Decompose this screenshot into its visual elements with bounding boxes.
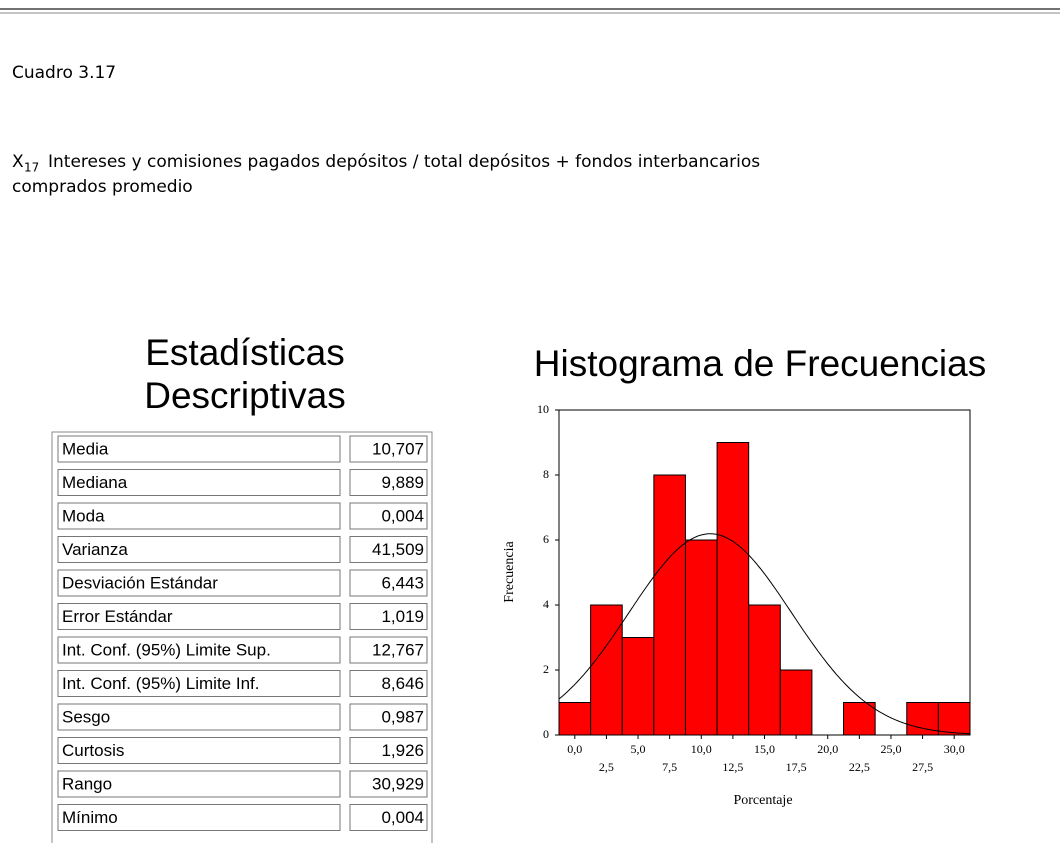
stat-label: Int. Conf. (95%) Limite Sup. — [62, 640, 271, 659]
bar — [843, 702, 876, 736]
value-cell — [349, 770, 428, 798]
bar — [716, 442, 750, 736]
label-cell — [57, 469, 341, 496]
stat-value: 41,509 — [372, 540, 424, 559]
table-frame — [51, 431, 433, 848]
x-tick-label: 5,0 — [631, 742, 646, 756]
value-cell — [349, 603, 428, 630]
variable-sub: 17 — [24, 161, 39, 175]
y-tick-label: 2 — [543, 662, 549, 676]
label-cell — [57, 804, 341, 831]
stat-value: 10,707 — [372, 439, 424, 458]
value-cell — [349, 569, 428, 597]
value-cell — [349, 737, 428, 764]
value-cell — [349, 536, 428, 563]
stat-label: Curtosis — [62, 741, 124, 760]
stat-label: Int. Conf. (95%) Limite Inf. — [62, 674, 259, 693]
bar — [684, 539, 718, 736]
stat-value: 6,443 — [381, 573, 424, 592]
table-title: Descriptivas — [144, 375, 346, 416]
label-cell — [57, 670, 341, 697]
x-tick-label: 12,5 — [722, 760, 743, 774]
value-cell — [349, 703, 428, 731]
label-cell — [57, 770, 341, 798]
label-cell — [57, 636, 341, 664]
x-tick-label: 30,0 — [944, 742, 965, 756]
stat-value: 0,004 — [381, 808, 424, 827]
x-tick-label: 27,5 — [912, 760, 933, 774]
stat-label: Desviación Estándar — [62, 573, 218, 592]
value-cell — [349, 469, 428, 496]
x-tick-label: 0,0 — [567, 742, 582, 756]
stat-value: 0,004 — [381, 506, 424, 525]
label-cell — [57, 569, 341, 597]
value-cell — [349, 670, 428, 697]
variable: X — [12, 152, 24, 172]
description: Intereses y comisiones pagados depósitos… — [48, 152, 760, 172]
x-tick-label: 20,0 — [817, 742, 838, 756]
x-axis-label: Porcentaje — [733, 793, 792, 808]
label-cell — [57, 737, 341, 764]
x-tick-label: 17,5 — [786, 760, 807, 774]
bar — [590, 604, 623, 736]
bar — [653, 474, 686, 736]
y-tick-label: 10 — [537, 402, 549, 416]
bar — [748, 604, 781, 736]
x-tick-label: 2,5 — [599, 760, 614, 774]
x-tick-label: 22,5 — [849, 760, 870, 774]
x-tick-label: 15,0 — [754, 742, 775, 756]
normal-curve — [558, 533, 971, 735]
stat-label: Media — [62, 439, 109, 458]
value-cell — [349, 804, 428, 831]
value-cell — [349, 502, 428, 530]
label-cell — [57, 536, 341, 563]
y-tick-label: 4 — [543, 597, 549, 611]
stat-label: Mediana — [62, 473, 128, 492]
stat-value: 12,767 — [372, 640, 424, 659]
bar — [621, 637, 655, 736]
stat-label: Moda — [62, 506, 105, 525]
bar — [558, 702, 592, 736]
caption: Cuadro 3.17 — [12, 63, 116, 83]
x-tick-label: 7,5 — [662, 760, 677, 774]
value-cell — [349, 435, 428, 463]
bar — [779, 669, 813, 736]
stat-label: Error Estándar — [62, 607, 173, 626]
stat-value: 1,019 — [381, 607, 424, 626]
label-cell — [57, 603, 341, 630]
value-cell — [349, 636, 428, 664]
y-tick-label: 6 — [543, 532, 549, 546]
bar — [937, 702, 971, 736]
stat-value: 30,929 — [372, 774, 424, 793]
stat-value: 1,926 — [381, 741, 424, 760]
stat-label: Rango — [62, 774, 112, 793]
stat-label: Varianza — [62, 540, 128, 559]
label-cell — [57, 703, 341, 731]
y-tick-label: 8 — [543, 467, 549, 481]
y-axis-label: Frecuencia — [502, 541, 517, 603]
chart-title: Histograma de Frecuencias — [534, 343, 986, 384]
stat-value: 9,889 — [381, 473, 424, 492]
description: comprados promedio — [12, 177, 193, 197]
stat-value: 0,987 — [381, 707, 424, 726]
stat-label: Sesgo — [62, 707, 110, 726]
bar — [906, 702, 939, 736]
label-cell — [57, 502, 341, 530]
label-cell — [57, 435, 341, 463]
stat-value: 8,646 — [381, 674, 424, 693]
y-tick-label: 0 — [543, 727, 549, 741]
stat-label: Mínimo — [62, 808, 118, 827]
x-tick-label: 10,0 — [691, 742, 712, 756]
table-title: Estadísticas — [145, 332, 344, 373]
x-tick-label: 25,0 — [880, 742, 901, 756]
